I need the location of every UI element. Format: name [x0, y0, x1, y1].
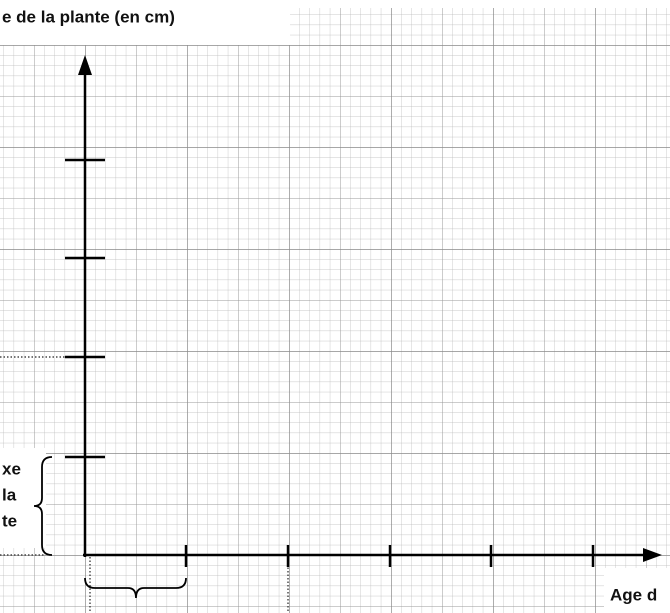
bottom-brace	[84, 577, 187, 599]
x-arrow	[643, 548, 662, 562]
side-label-line: la	[2, 485, 17, 504]
footer-box	[604, 568, 670, 613]
left-brace	[33, 456, 53, 556]
y-arrow	[78, 55, 92, 75]
side-label-box	[0, 448, 46, 548]
side-label-line: xe	[2, 459, 21, 478]
axes	[65, 68, 650, 567]
side-label-line: te	[2, 511, 17, 530]
title-box	[0, 0, 290, 45]
footer-label: Age d	[610, 585, 657, 604]
title: e de la plante (en cm)	[2, 7, 175, 26]
top-margin	[290, 0, 670, 8]
